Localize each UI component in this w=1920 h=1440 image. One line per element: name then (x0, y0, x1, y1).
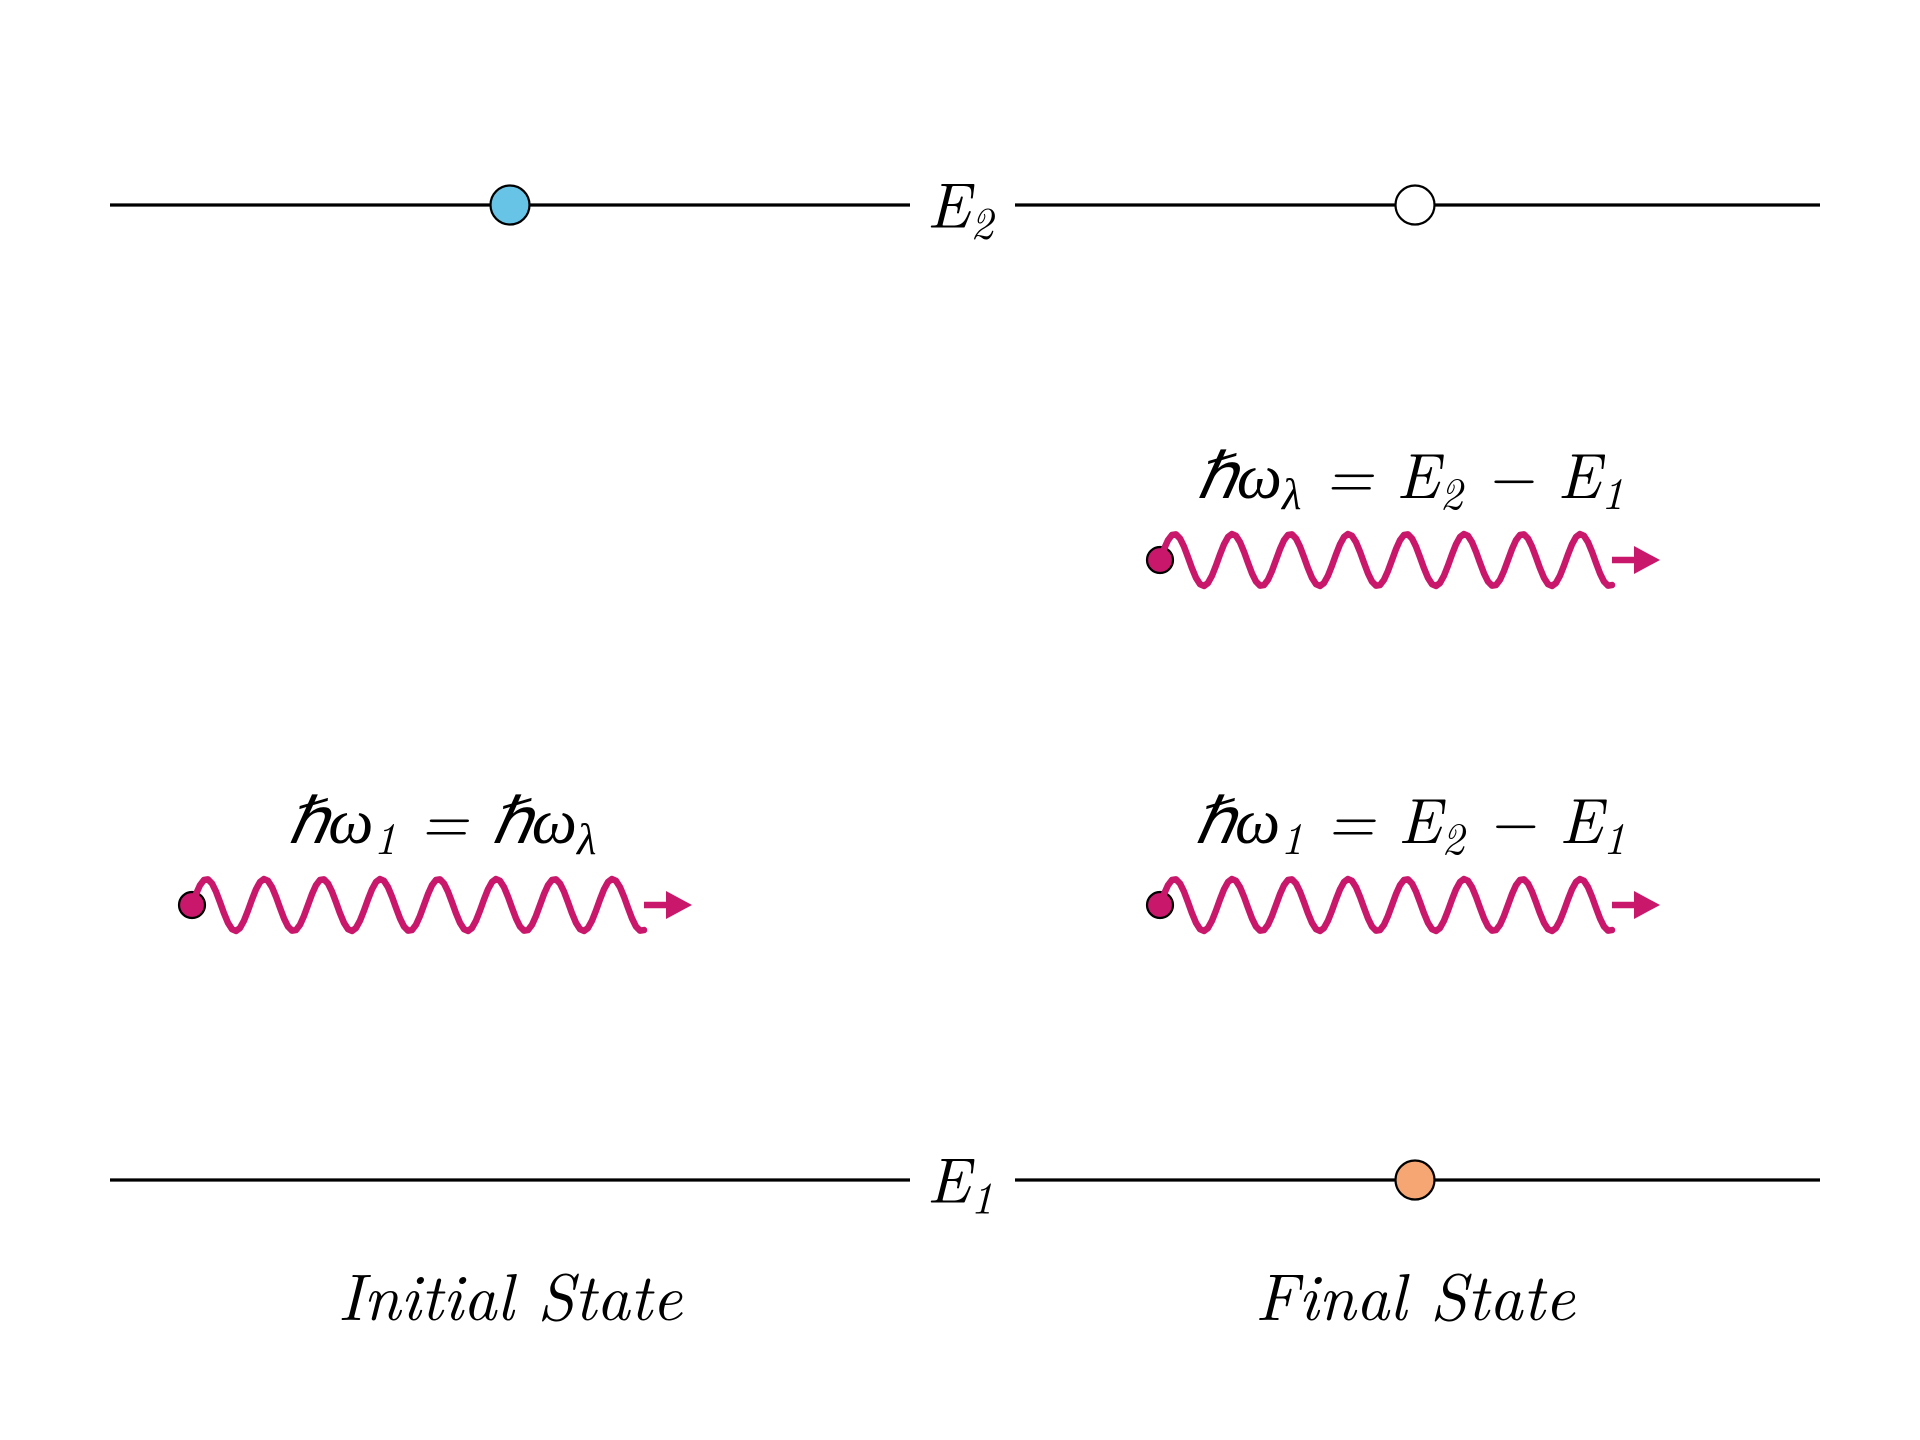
photon-wave (192, 879, 644, 931)
photon-energy-label: ℏω1 = E2 − E1 (1194, 771, 1625, 867)
electron-dot-empty (1396, 186, 1435, 225)
energy-level-diagram: E2 E1 ℏω1 = ℏωλ ℏωλ = E2 − E1 ℏω1 = E2 − E1 I… (0, 0, 1920, 1440)
state-label: Initial State (338, 1247, 683, 1340)
electron-dot-initial (491, 186, 530, 225)
energy-level-label: E1 (927, 1130, 993, 1226)
electron-dot-final (1396, 1161, 1435, 1200)
photon-wave (1160, 879, 1612, 931)
photon-energy-label: ℏωλ = E2 − E1 (1196, 426, 1624, 522)
energy-level-label: E2 (927, 155, 995, 251)
photon-energy-label: ℏω1 = ℏωλ (288, 771, 597, 867)
photon-arrowhead (1634, 546, 1660, 574)
photon-arrowhead (666, 891, 692, 919)
state-label: Final State (1255, 1247, 1575, 1340)
photon-arrowhead (1634, 891, 1660, 919)
photon-wave (1160, 534, 1612, 586)
